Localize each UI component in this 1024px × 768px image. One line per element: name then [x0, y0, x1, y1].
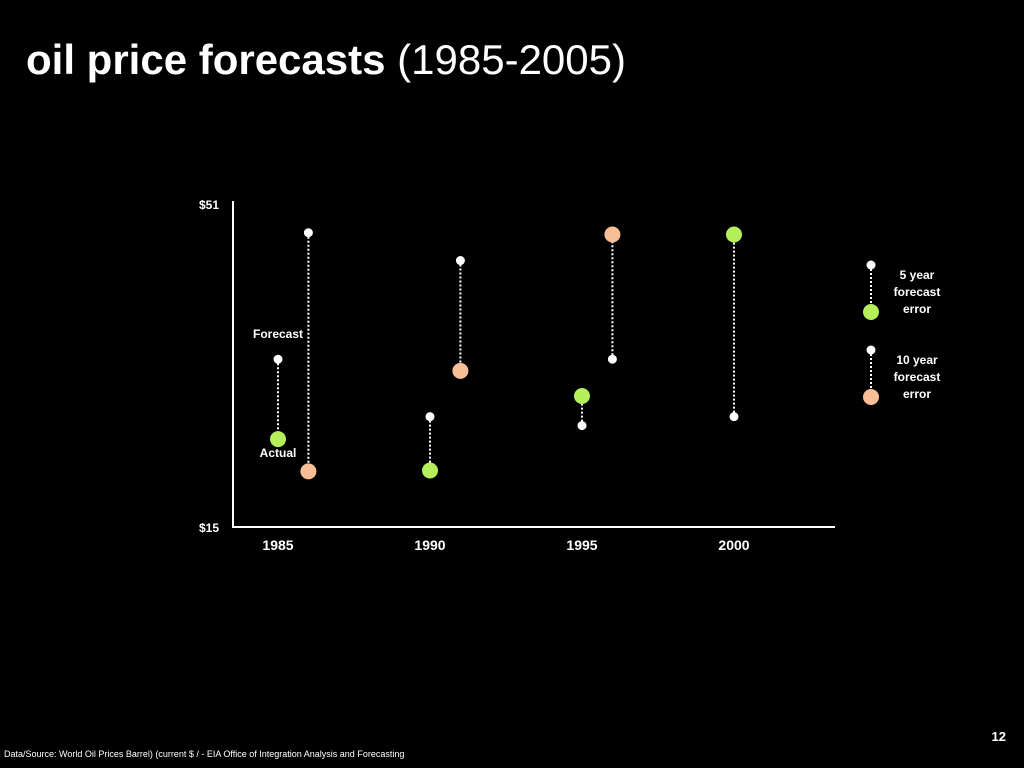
x-tick-label-2000: 2000	[718, 537, 749, 553]
series-0-actual-point-1	[422, 462, 438, 479]
series-0-actual-point-2	[574, 388, 590, 405]
legend-1-label-line-0: 10 year	[896, 353, 938, 367]
page-title: oil price forecasts (1985-2005)	[26, 34, 626, 86]
title-main: oil price forecasts	[26, 36, 386, 83]
legend-0-actual-point	[863, 304, 879, 320]
series-0-forecast-point-0	[273, 354, 283, 364]
legend-1-forecast-point	[866, 345, 876, 355]
series-0-forecast-point-2	[577, 421, 587, 431]
x-tick-label-1990: 1990	[414, 537, 445, 553]
series-0-forecast-point-3	[729, 412, 739, 422]
series-1-forecast-point-2	[607, 354, 617, 364]
x-tick-label-1995: 1995	[566, 537, 597, 553]
title-date-range: (1985-2005)	[397, 36, 626, 83]
series-1-forecast-point-1	[455, 256, 465, 266]
series-0-forecast-point-1	[425, 412, 435, 422]
x-tick-label-1985: 1985	[262, 537, 293, 553]
legend-0-label-line-0: 5 year	[900, 268, 935, 282]
source-footnote: Data/Source: World Oil Prices Barrel) (c…	[4, 749, 405, 759]
y-tick-label-max: $51	[199, 198, 219, 212]
legend-0-label-line-2: error	[903, 302, 931, 316]
legend-0-forecast-point	[866, 260, 876, 270]
legend-1-actual-point	[863, 389, 879, 405]
series-1-forecast-point-0	[303, 228, 313, 238]
legend-0-label-line-1: forecast	[894, 285, 941, 299]
series-0-actual-point-3	[726, 226, 742, 243]
annotation-forecast-label: Forecast	[253, 327, 303, 341]
series-1-actual-point-2	[604, 226, 621, 243]
series-0-actual-point-0	[270, 431, 286, 448]
series-1-actual-point-1	[452, 362, 469, 379]
legend-1-label-line-2: error	[903, 387, 931, 401]
y-tick-label-min: $15	[199, 521, 219, 535]
series-1-actual-point-0	[300, 463, 317, 480]
annotation-actual-label: Actual	[260, 446, 297, 460]
page-number: 12	[991, 729, 1006, 744]
legend-1-label-line-1: forecast	[894, 370, 941, 384]
